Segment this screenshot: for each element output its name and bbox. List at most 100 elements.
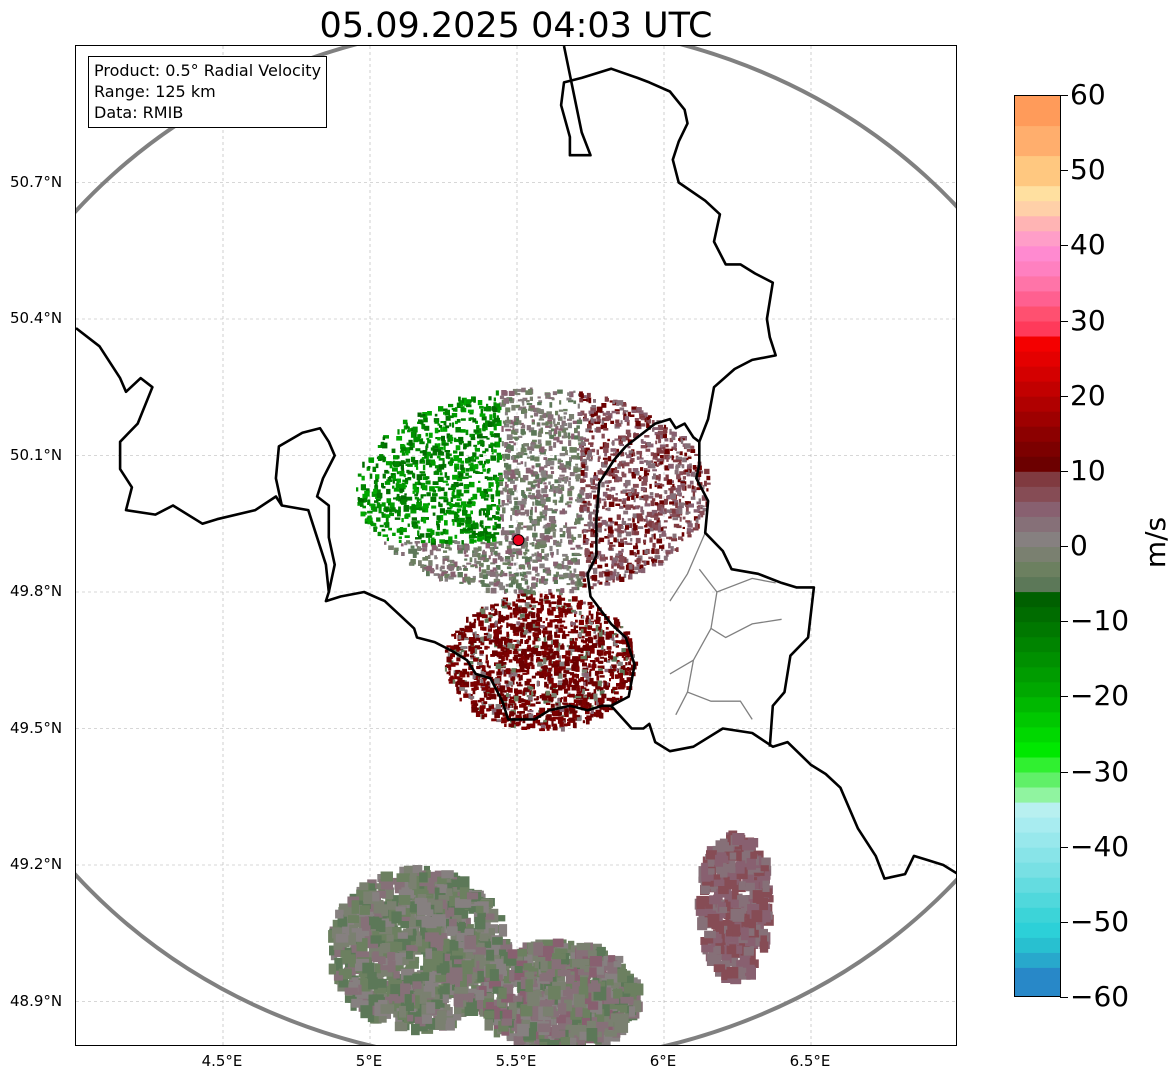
echo-pixel	[426, 492, 431, 497]
echo-pixel	[484, 476, 489, 479]
echo-pixel	[462, 564, 465, 567]
echo-pixel	[559, 510, 566, 515]
echo-pixel	[593, 689, 597, 694]
echo-pixel	[555, 487, 560, 494]
echo-pixel	[647, 465, 653, 469]
echo-pixel	[449, 422, 452, 427]
echo-pixel	[609, 655, 613, 660]
echo-pixel	[685, 520, 690, 523]
echo-pixel	[551, 663, 554, 668]
echo-pixel	[635, 420, 641, 427]
echo-pixel	[520, 639, 523, 644]
echo-pixel	[590, 455, 593, 461]
echo-pixel	[542, 626, 548, 631]
echo-pixel	[470, 700, 474, 705]
echo-pixel	[614, 632, 617, 636]
echo-pixel	[545, 432, 551, 435]
echo-pixel	[437, 573, 441, 579]
echo-pixel	[540, 540, 546, 545]
echo-pixel	[554, 615, 560, 618]
echo-pixel	[503, 695, 508, 701]
echo-pixel	[402, 485, 407, 488]
echo-pixel	[422, 508, 426, 513]
echo-pixel	[416, 497, 419, 503]
echo-pixel	[453, 644, 460, 650]
echo-pixel	[596, 406, 603, 413]
echo-pixel	[404, 493, 407, 496]
echo-pixel	[419, 471, 426, 474]
echo-pixel	[620, 562, 624, 567]
echo-pixel	[540, 665, 545, 669]
echo-pixel	[393, 455, 399, 460]
echo-pixel	[368, 994, 380, 1006]
echo-pixel	[459, 581, 464, 584]
echo-pixel	[504, 639, 507, 646]
echo-pixel	[576, 717, 581, 722]
echo-pixel	[641, 568, 644, 572]
echo-pixel	[492, 525, 496, 531]
echo-pixel	[461, 398, 465, 403]
echo-pixel	[448, 907, 455, 917]
echo-pixel	[513, 488, 517, 492]
echo-pixel	[542, 526, 548, 529]
echo-pixel	[513, 639, 519, 642]
echo-pixel	[422, 424, 425, 430]
echo-pixel	[486, 681, 490, 686]
echo-pixel	[518, 607, 521, 610]
echo-pixel	[630, 573, 633, 580]
echo-pixel	[522, 672, 528, 675]
echo-pixel	[524, 541, 529, 547]
echo-pixel	[594, 421, 600, 425]
echo-pixel	[682, 526, 685, 529]
echo-pixel	[502, 507, 506, 514]
echo-pixel	[458, 523, 465, 526]
echo-pixel	[501, 453, 505, 459]
echo-pixel	[417, 438, 423, 442]
echo-pixel	[563, 696, 568, 702]
echo-pixel	[622, 489, 627, 493]
echo-pixel	[545, 523, 551, 530]
echo-pixel	[512, 607, 518, 613]
echo-pixel	[490, 587, 497, 594]
echo-pixel	[607, 682, 611, 688]
echo-pixel	[464, 573, 468, 580]
echo-pixel	[597, 456, 601, 460]
echo-pixel	[426, 532, 432, 538]
echo-pixel	[552, 726, 558, 731]
echo-pixel	[681, 538, 684, 542]
echo-pixel	[468, 645, 472, 652]
echo-pixel	[504, 588, 509, 593]
echo-pixel	[437, 544, 442, 547]
echo-pixel	[507, 560, 510, 565]
echo-pixel	[543, 579, 548, 585]
echo-pixel	[530, 621, 536, 626]
echo-pixel	[607, 707, 613, 711]
echo-pixel	[431, 569, 435, 572]
echo-pixel	[458, 474, 462, 478]
echo-pixel	[680, 481, 687, 485]
echo-pixel	[450, 645, 455, 650]
echo-pixel	[609, 699, 615, 702]
echo-pixel	[538, 400, 543, 403]
echo-pixel	[461, 397, 467, 404]
echo-pixel	[334, 957, 343, 971]
echo-pixel	[389, 994, 399, 1002]
radar-map[interactable]	[75, 45, 957, 1046]
echo-pixel	[472, 520, 475, 525]
echo-pixel	[587, 424, 592, 430]
echo-pixel	[621, 525, 624, 529]
echo-pixel	[584, 654, 587, 660]
echo-pixel	[658, 474, 661, 478]
echo-pixel	[569, 446, 573, 453]
echo-pixel	[588, 449, 593, 452]
echo-pixel	[474, 558, 477, 564]
echo-pixel	[365, 521, 370, 524]
gridlines	[76, 46, 956, 1045]
echo-pixel	[588, 637, 594, 644]
echo-pixel	[504, 637, 509, 643]
echo-pixel	[553, 670, 559, 676]
echo-pixel	[543, 543, 547, 548]
echo-pixel	[654, 432, 659, 436]
echo-pixel	[438, 895, 448, 904]
echo-pixel	[419, 441, 425, 445]
